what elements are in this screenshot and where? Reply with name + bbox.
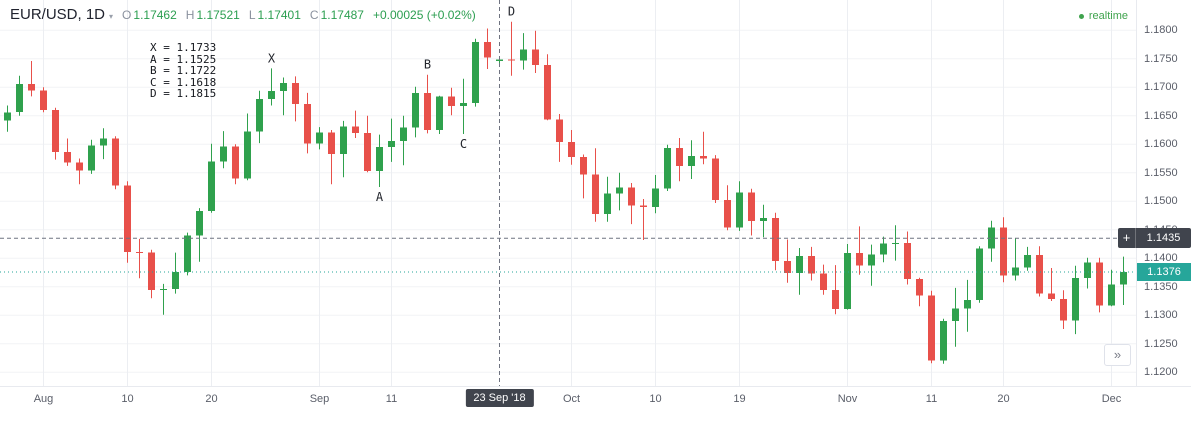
symbol-legend: EUR/USD, 1D ▾ O 1.17462 H 1.17521 L 1.17… xyxy=(10,6,476,23)
candles-layer xyxy=(4,21,1127,364)
open-label: O xyxy=(122,8,132,22)
time-tick-label: 10 xyxy=(649,393,662,405)
price-tick-label: 1.1800 xyxy=(1144,24,1178,37)
high-value: 1.17521 xyxy=(196,8,240,22)
crosshair-date-badge: 23 Sep '18 xyxy=(465,389,534,407)
price-tick-label: 1.1300 xyxy=(1144,309,1178,322)
time-tick-label: Oct xyxy=(562,393,581,405)
point-x-legend: X = 1.1733 xyxy=(150,41,217,54)
time-tick-label: Nov xyxy=(837,393,858,405)
time-tick-label: Dec xyxy=(1101,393,1122,405)
svg-text:A: A xyxy=(376,190,384,204)
close-value: 1.17487 xyxy=(320,8,364,22)
high-label: H xyxy=(185,8,195,22)
open-value: 1.17462 xyxy=(133,8,177,22)
close-label: C xyxy=(309,8,319,22)
point-a-legend: A = 1.1525 xyxy=(150,52,217,66)
time-tick-label: Aug xyxy=(33,393,54,405)
time-tick-label: 19 xyxy=(733,393,746,405)
marker-labels-layer: X A B C D xyxy=(268,5,515,204)
symbol-title[interactable]: EUR/USD, 1D xyxy=(10,6,106,23)
time-tick-label: 10 xyxy=(121,393,134,405)
svg-text:B: B xyxy=(424,58,431,72)
svg-text:C: C xyxy=(460,137,467,151)
candlestick-chart[interactable]: X A B C D xyxy=(0,0,1136,386)
time-tick-label: 11 xyxy=(385,393,398,405)
crosshair-price-label: 1.1435 xyxy=(1146,232,1181,245)
change-value: +0.00025 (+0.02%) xyxy=(372,8,476,22)
realtime-label: realtime xyxy=(1088,10,1128,22)
chevron-right-icon: » xyxy=(1113,347,1122,362)
price-tick-label: 1.1400 xyxy=(1144,252,1178,265)
price-tick-label: 1.1250 xyxy=(1144,337,1178,350)
crosshair-price-badge: + 1.1435 xyxy=(1118,228,1191,249)
time-tick-label: 11 xyxy=(925,393,938,405)
add-alert-plus-icon[interactable]: + xyxy=(1118,228,1136,249)
low-label: L xyxy=(248,8,256,22)
price-tick-label: 1.1750 xyxy=(1144,52,1178,65)
time-tick-label: Sep xyxy=(309,393,330,405)
price-tick-label: 1.1350 xyxy=(1144,280,1178,293)
price-tick-label: 1.1650 xyxy=(1144,109,1178,122)
point-d-legend: D = 1.1815 xyxy=(150,87,217,100)
realtime-indicator: realtime xyxy=(1078,10,1128,22)
point-c-legend: C = 1.1618 xyxy=(150,75,217,89)
chevron-down-icon[interactable]: ▾ xyxy=(109,12,114,21)
chart-pane[interactable]: X A B C D EUR/USD, 1D ▾ O 1.17462 H 1.17521 … xyxy=(0,0,1136,386)
svg-text:X: X xyxy=(268,51,276,65)
price-tick-label: 1.1550 xyxy=(1144,166,1178,179)
price-tick-label: 1.1700 xyxy=(1144,81,1178,94)
scroll-right-button[interactable]: » xyxy=(1104,344,1131,366)
time-tick-label: 20 xyxy=(997,393,1010,405)
price-tick-label: 1.1600 xyxy=(1144,138,1178,151)
last-price-badge: 1.1376 xyxy=(1137,263,1191,281)
price-axis[interactable]: 1.1800 1.1750 1.1700 1.1650 1.1600 1.1550 1.15… xyxy=(1118,0,1191,386)
realtime-dot-icon xyxy=(1078,13,1084,19)
svg-text:D: D xyxy=(508,5,515,19)
time-tick-label: 20 xyxy=(205,393,218,405)
low-value: 1.17401 xyxy=(257,8,301,22)
point-b-legend: B = 1.1722 xyxy=(150,64,217,77)
points-legend: X = 1.1733 A = 1.1525 B = 1.1722 C = 1.1… xyxy=(150,42,216,100)
time-axis[interactable]: Aug 10 20 Sep 11 Oct 10 19 Nov 11 20 Dec 23 Sep '18 xyxy=(0,386,1191,432)
crosshair-layer xyxy=(0,0,1136,386)
price-tick-label: 1.1200 xyxy=(1144,366,1178,379)
price-tick-label: 1.1500 xyxy=(1144,195,1178,208)
